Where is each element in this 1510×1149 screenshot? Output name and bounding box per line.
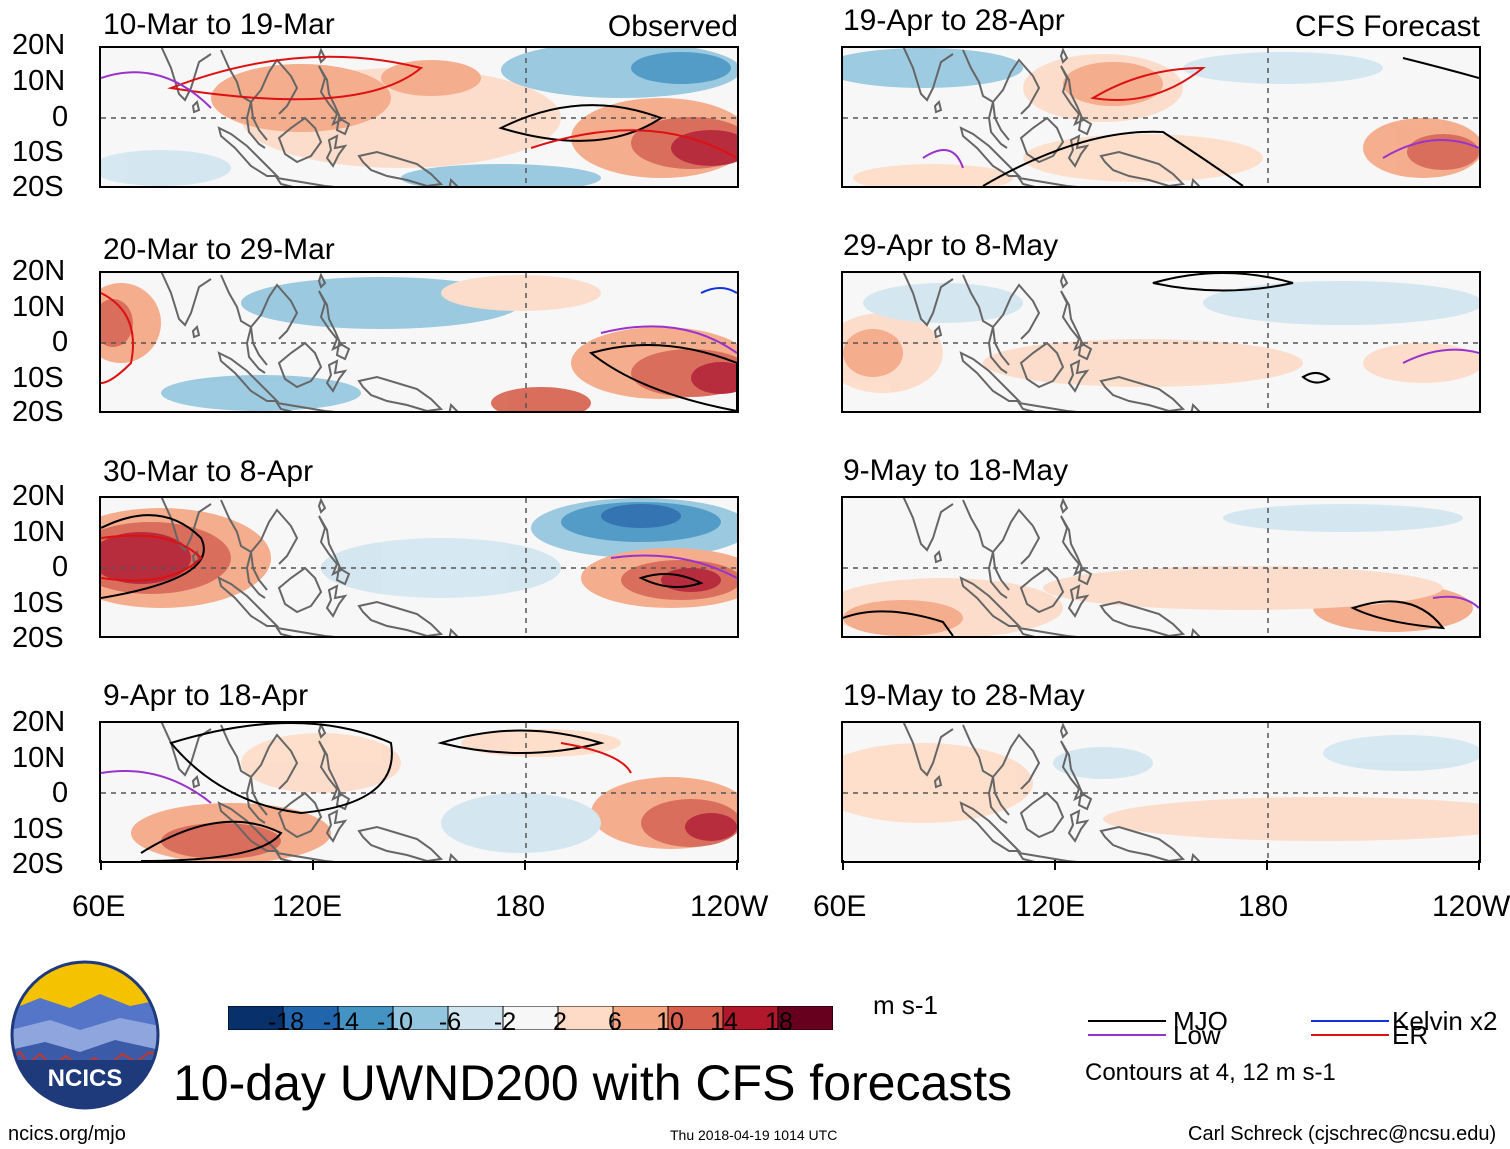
lon-label: 180 (1238, 890, 1289, 923)
lat-label: 0 (52, 326, 69, 358)
map-panel-observed-4 (99, 721, 739, 863)
lat-label: 10N (12, 65, 66, 97)
low-legend-line (1088, 1034, 1166, 1036)
lon-label: 120E (1015, 890, 1086, 923)
lon-ticks (100, 860, 1480, 870)
timestamp: Thu 2018-04-19 1014 UTC (670, 1127, 838, 1143)
lat-label: 10N (12, 516, 66, 548)
panel-title-obs-3: 30-Mar to 8-Apr (103, 455, 314, 488)
colorbar-label: -18 (267, 1008, 305, 1036)
forecast-header: CFS Forecast (1294, 10, 1480, 43)
panel-title-obs-4: 9-Apr to 18-Apr (103, 679, 309, 712)
contour-note: Contours at 4, 12 m s-1 (1085, 1059, 1336, 1086)
panel-title-obs-1: 10-Mar to 19-Mar (103, 8, 335, 41)
map-panel-forecast-4 (841, 721, 1481, 863)
colorbar-label: 2 (553, 1008, 567, 1036)
colorbar-swatch (447, 1005, 504, 1031)
lat-label: 10S (12, 587, 64, 619)
er-legend-label: ER (1392, 1020, 1429, 1050)
colorbar-swatch (557, 1005, 614, 1031)
author-credit: Carl Schreck (cjschrec@ncsu.edu) (1188, 1123, 1497, 1145)
colorbar-label: -6 (438, 1008, 462, 1036)
lat-label: 10S (12, 136, 64, 168)
lat-label: 20N (12, 706, 66, 738)
colorbar-swatch (612, 1005, 669, 1031)
colorbar-label: -2 (493, 1008, 517, 1036)
colorbar (227, 1005, 834, 1031)
lon-label: 180 (495, 890, 546, 923)
colorbar-label: -10 (376, 1008, 414, 1036)
lon-label: 60E (72, 890, 126, 923)
lon-label: 120W (1432, 890, 1510, 923)
mjo-legend-line (1088, 1020, 1166, 1022)
lat-label: 20S (12, 396, 64, 428)
lat-label: 10N (12, 742, 66, 774)
colorbar-swatch (777, 1005, 834, 1031)
lat-label: 20N (12, 480, 66, 512)
colorbar-swatch (282, 1005, 339, 1031)
map-panel-observed-2 (99, 271, 739, 413)
lat-label: 20S (12, 171, 64, 203)
colorbar-label: -14 (322, 1008, 360, 1036)
map-panel-forecast-1 (841, 46, 1481, 188)
lat-label: 20N (12, 29, 66, 61)
map-panel-observed-3 (99, 496, 739, 638)
lat-label: 0 (52, 777, 69, 809)
colorbar-swatches (227, 1005, 834, 1031)
colorbar-swatch (227, 1005, 284, 1031)
kelvin-legend-line (1311, 1020, 1389, 1022)
colorbar-label: 10 (656, 1008, 684, 1036)
lon-label: 120W (690, 890, 769, 923)
lat-label: 10N (12, 291, 66, 323)
lat-label: 0 (52, 101, 69, 133)
lon-label: 120E (272, 890, 343, 923)
main-title: 10-day UWND200 with CFS forecasts (173, 1055, 1013, 1111)
colorbar-swatch (667, 1005, 724, 1031)
map-panel-forecast-2 (841, 271, 1481, 413)
lat-label: 10S (12, 813, 64, 845)
panel-title-fc-2: 29-Apr to 8-May (843, 229, 1059, 262)
ncics-logo: NCICS (10, 960, 160, 1110)
logo-text: NCICS (48, 1065, 123, 1092)
colorbar-label: 18 (765, 1008, 793, 1036)
low-legend-label: Low (1173, 1020, 1221, 1050)
lat-label: 20S (12, 848, 64, 880)
colorbar-label: 6 (608, 1008, 622, 1036)
colorbar-units: m s-1 (873, 990, 938, 1020)
kelvin-legend-label: Kelvin x2 (1392, 1006, 1498, 1036)
panel-title-fc-1: 19-Apr to 28-Apr (843, 4, 1065, 37)
colorbar-swatch (722, 1005, 779, 1031)
map-panel-observed-1 (99, 46, 739, 188)
er-legend-line (1311, 1034, 1389, 1036)
lat-label: 0 (52, 551, 69, 583)
mjo-legend-label: MJO (1173, 1006, 1228, 1036)
colorbar-label: 14 (710, 1008, 738, 1036)
lat-label: 20N (12, 255, 66, 287)
panel-title-fc-4: 19-May to 28-May (843, 679, 1085, 712)
panel-title-fc-3: 9-May to 18-May (843, 454, 1069, 487)
panel-title-obs-2: 20-Mar to 29-Mar (103, 233, 335, 266)
lon-label: 60E (813, 890, 867, 923)
source-url: ncics.org/mjo (8, 1123, 126, 1145)
map-panel-forecast-3 (841, 496, 1481, 638)
lat-label: 20S (12, 622, 64, 654)
lat-label: 10S (12, 362, 64, 394)
observed-header: Observed (607, 10, 738, 43)
